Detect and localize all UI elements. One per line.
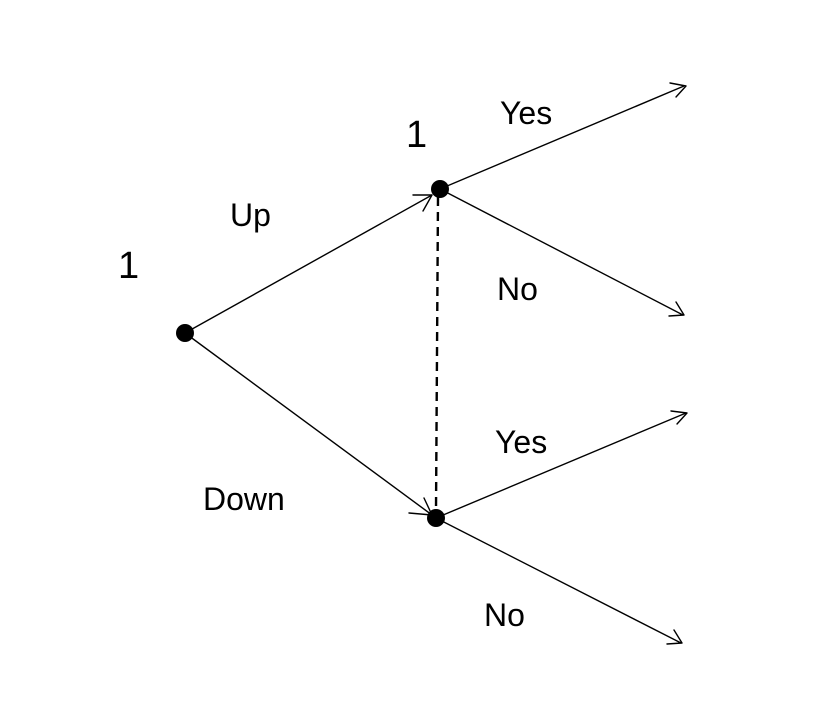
edge-down (184, 332, 433, 516)
arrowhead-top-no-icon (668, 301, 685, 317)
decision-node-top (431, 180, 449, 198)
action-label-top-no: No (497, 271, 538, 307)
edge-bottom-yes (435, 412, 687, 519)
edge-up (184, 194, 433, 334)
arrowhead-top-yes-icon (669, 82, 687, 98)
action-label-bottom-yes: Yes (495, 424, 547, 460)
edge-top-yes (439, 85, 685, 190)
root-node (176, 324, 194, 342)
information-set-dashed-line (434, 196, 440, 511)
arrowhead-up-icon (412, 194, 433, 212)
action-label-down: Down (203, 481, 285, 517)
arrowhead-bottom-yes-icon (670, 410, 688, 425)
root-player-label: 1 (118, 245, 139, 287)
action-label-top-yes: Yes (500, 95, 552, 131)
action-label-bottom-no: No (484, 597, 525, 633)
action-label-up: Up (230, 197, 271, 233)
second-player-label: 1 (406, 114, 427, 156)
edge-bottom-no (435, 517, 682, 644)
edge-top-no (439, 188, 684, 316)
arrowhead-bottom-no-icon (666, 629, 683, 645)
decision-node-bottom (427, 509, 445, 527)
